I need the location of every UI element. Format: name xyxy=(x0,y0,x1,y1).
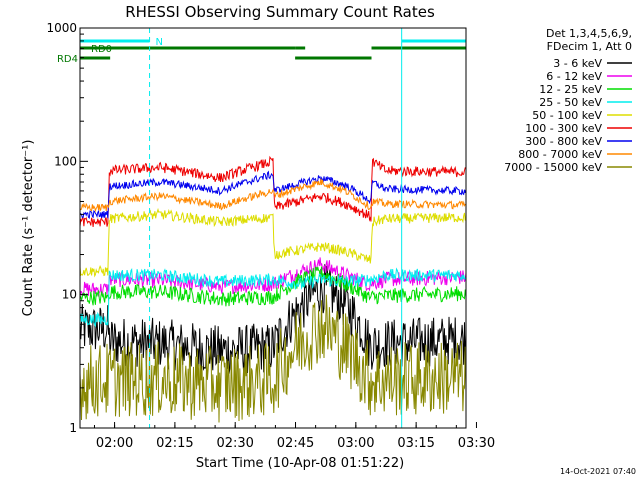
y-tick-label: 1000 xyxy=(46,21,77,35)
y-tick-label: 1 xyxy=(69,421,77,435)
plot-frame xyxy=(79,27,467,429)
legend-label-300-800-kev: 300 - 800 keV xyxy=(525,135,602,148)
y-axis-title: Count Rate (s⁻¹ detector⁻¹) xyxy=(21,140,36,317)
legend: Det 1,3,4,5,6,9, FDecim 1, Att 0 3 - 6 k… xyxy=(504,27,632,174)
legend-label-3-6-kev: 3 - 6 keV xyxy=(553,57,602,70)
x-tick-label: 02:30 xyxy=(216,436,253,451)
series-line-50-100-kev xyxy=(79,207,467,278)
x-tick-label: 02:15 xyxy=(156,436,193,451)
footer-timestamp: 14-Oct-2021 07:40 xyxy=(560,467,636,476)
series-line-800-7000-kev xyxy=(79,178,467,213)
legend-label-50-100-kev: 50 - 100 keV xyxy=(532,109,602,122)
chart-title: RHESSI Observing Summary Count Rates xyxy=(125,3,435,21)
legend-label-100-300-kev: 100 - 300 keV xyxy=(525,122,602,135)
series-layer xyxy=(79,155,467,423)
legend-label-7000-15000-kev: 7000 - 15000 keV xyxy=(504,161,602,174)
flag-label-rd4: RD4 xyxy=(57,54,78,65)
series-line-7000-15000-kev xyxy=(79,294,467,423)
legend-label-6-12-kev: 6 - 12 keV xyxy=(546,70,602,83)
axis-ticks: 02:00 02:15 02:30 02:45 03:00 03:15 03:30 1 10 10… xyxy=(46,21,495,451)
x-tick-label: 03:00 xyxy=(337,436,374,451)
flag-label-n: N xyxy=(156,37,163,48)
x-tick-label: 02:00 xyxy=(96,436,133,451)
flag-bars-layer: N RD0 RD4 xyxy=(57,37,466,65)
legend-label-25-50-kev: 25 - 50 keV xyxy=(539,96,602,109)
y-tick-label: 100 xyxy=(54,154,77,168)
x-tick-label: 02:45 xyxy=(277,436,314,451)
x-tick-label: 03:15 xyxy=(397,436,434,451)
legend-header-line-2: FDecim 1, Att 0 xyxy=(547,40,632,53)
legend-header-line-1: Det 1,3,4,5,6,9, xyxy=(546,27,632,40)
y-tick-label: 10 xyxy=(62,288,77,302)
x-axis-title: Start Time (10-Apr-08 01:51:22) xyxy=(196,456,404,471)
legend-label-12-25-kev: 12 - 25 keV xyxy=(539,83,602,96)
legend-label-800-7000-kev: 800 - 7000 keV xyxy=(518,148,602,161)
flag-label-rd0: RD0 xyxy=(91,44,112,55)
x-tick-label: 03:30 xyxy=(458,436,495,451)
